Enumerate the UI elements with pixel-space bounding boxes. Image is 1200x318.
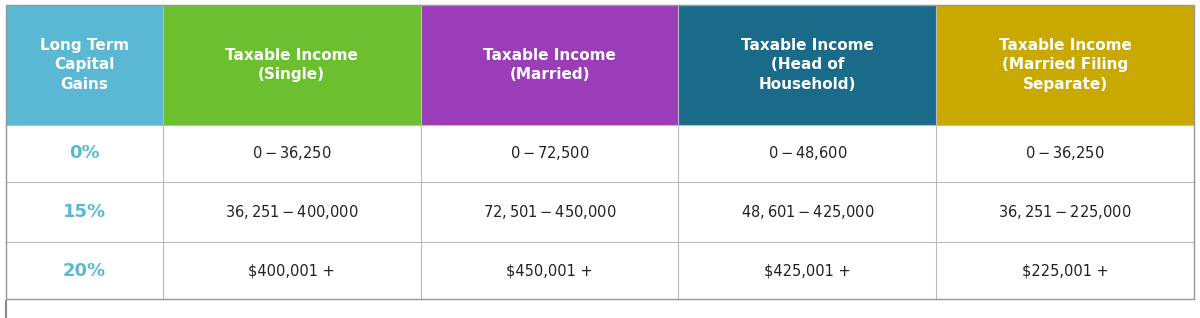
Bar [163, 242, 421, 299]
Text: $36,251 - $400,000: $36,251 - $400,000 [224, 203, 359, 221]
Bar [6, 242, 163, 299]
Bar [421, 242, 678, 299]
Text: Taxable Income
(Head of
Household): Taxable Income (Head of Household) [740, 38, 874, 92]
Text: $72,501 - $450,000: $72,501 - $450,000 [482, 203, 617, 221]
Bar [678, 182, 936, 242]
Bar [421, 5, 678, 125]
Text: $0 - $72,500: $0 - $72,500 [510, 144, 589, 162]
Text: Long Term
Capital
Gains: Long Term Capital Gains [40, 38, 128, 92]
Text: Taxable Income
(Married Filing
Separate): Taxable Income (Married Filing Separate) [998, 38, 1132, 92]
Bar [6, 125, 163, 182]
Bar [6, 5, 163, 125]
Text: $225,001 +: $225,001 + [1021, 263, 1109, 278]
Text: 15%: 15% [62, 203, 106, 221]
Text: $36,251 - $225,000: $36,251 - $225,000 [998, 203, 1132, 221]
Text: Taxable Income
(Single): Taxable Income (Single) [226, 47, 358, 82]
Text: $400,001 +: $400,001 + [248, 263, 335, 278]
Bar [421, 182, 678, 242]
Text: 0%: 0% [70, 144, 100, 162]
Bar [163, 182, 421, 242]
Bar [936, 242, 1194, 299]
Text: 20%: 20% [62, 262, 106, 280]
Text: Taxable Income
(Married): Taxable Income (Married) [484, 47, 616, 82]
Text: $0 - $36,250: $0 - $36,250 [1025, 144, 1105, 162]
Bar [678, 5, 936, 125]
Text: $450,001 +: $450,001 + [506, 263, 593, 278]
Bar [936, 182, 1194, 242]
Text: $0 - $36,250: $0 - $36,250 [252, 144, 331, 162]
Bar [6, 182, 163, 242]
Bar [163, 5, 421, 125]
Bar [936, 5, 1194, 125]
Bar [678, 242, 936, 299]
Bar [936, 125, 1194, 182]
Bar [421, 125, 678, 182]
Text: $48,601 - $425,000: $48,601 - $425,000 [740, 203, 874, 221]
Text: $425,001 +: $425,001 + [764, 263, 851, 278]
Bar [678, 125, 936, 182]
Bar [163, 125, 421, 182]
Text: $0 - $48,600: $0 - $48,600 [768, 144, 847, 162]
